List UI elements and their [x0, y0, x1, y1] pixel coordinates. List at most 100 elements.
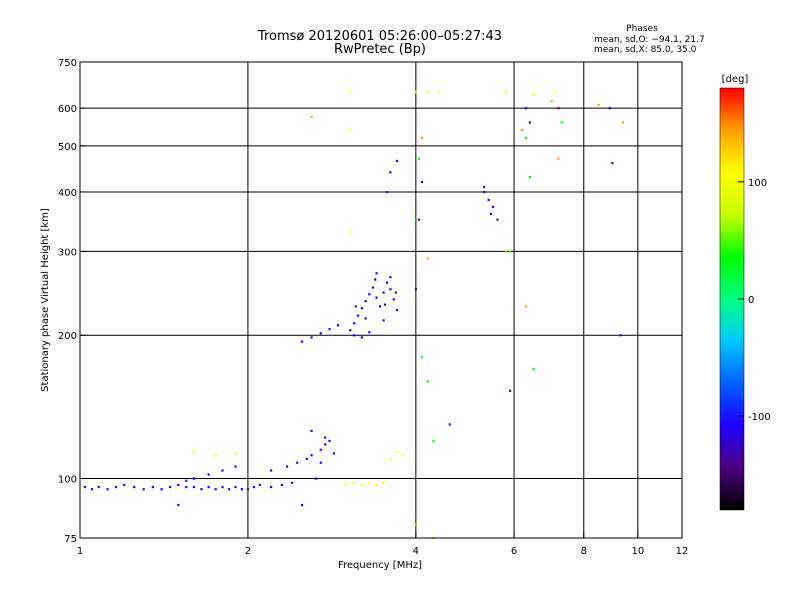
data-point [389, 171, 392, 174]
data-point [315, 477, 318, 480]
data-point [270, 485, 273, 489]
data-point [557, 157, 560, 160]
data-point [364, 317, 367, 320]
data-point [420, 356, 424, 359]
data-point [285, 465, 289, 468]
data-point [177, 483, 180, 487]
data-point [521, 128, 524, 132]
data-point [509, 250, 512, 253]
data-point [246, 488, 250, 491]
x-tick-label: 4 [413, 546, 419, 557]
colorbar-tick-label: 0 [748, 295, 754, 306]
data-point [305, 457, 308, 461]
stats-heading: Phases [626, 24, 658, 34]
data-point [379, 305, 382, 308]
data-point [550, 100, 553, 103]
data-point [97, 485, 100, 489]
data-point [192, 450, 196, 453]
data-point [234, 485, 237, 489]
data-point [371, 286, 375, 289]
data-point [252, 485, 256, 489]
data-point [383, 303, 387, 306]
data-point [389, 457, 392, 461]
data-point [524, 107, 528, 110]
chart-subtitle: RwPretec (Bp) [334, 42, 426, 57]
plot-frame [79, 61, 683, 539]
data-point [291, 481, 294, 484]
data-point [374, 278, 377, 281]
colorbar-ticks: 100 0 -100 [738, 178, 771, 423]
x-tick-label: 8 [581, 546, 587, 557]
data-point [169, 485, 172, 489]
data-point [310, 454, 313, 457]
data-point [394, 291, 397, 294]
data-point [319, 461, 322, 464]
colorbar-label: [deg] [722, 74, 749, 85]
data-point [395, 159, 399, 163]
data-point [414, 90, 418, 93]
data-point [426, 380, 429, 383]
data-point [258, 483, 261, 487]
data-point [385, 281, 389, 284]
data-point [228, 488, 231, 491]
data-point [234, 465, 237, 468]
data-point [221, 485, 224, 489]
x-tick-label: 1 [77, 546, 83, 557]
data-point [597, 103, 600, 106]
data-point [368, 481, 371, 484]
data-point [336, 324, 340, 327]
data-point [319, 448, 322, 451]
y-tick-label: 500 [58, 142, 77, 153]
data-point [389, 276, 392, 279]
data-point [491, 205, 495, 209]
x-tick-label: 6 [511, 546, 517, 557]
data-point [83, 485, 86, 489]
y-tick-label: 200 [58, 331, 77, 342]
data-point [356, 314, 360, 317]
data-point [133, 485, 136, 489]
data-point [487, 198, 490, 202]
data-point [310, 336, 313, 339]
data-point [417, 157, 421, 160]
data-point [611, 162, 614, 165]
data-point [395, 308, 399, 312]
y-tick-label: 75 [64, 534, 77, 545]
data-point [353, 322, 356, 325]
data-point [310, 115, 313, 119]
x-axis-label: Frequency [MHz] [338, 560, 422, 571]
data-points [83, 90, 625, 540]
data-point [528, 175, 531, 179]
data-point [560, 121, 563, 124]
data-point [214, 488, 217, 491]
data-point [192, 485, 196, 489]
data-point [368, 331, 371, 334]
x-tick-label: 10 [631, 546, 644, 557]
data-point [151, 485, 154, 489]
data-point [608, 107, 611, 110]
data-point [382, 481, 385, 484]
data-point [328, 439, 331, 443]
data-point [426, 257, 429, 260]
data-point [420, 180, 424, 184]
data-point [200, 488, 203, 491]
data-point [368, 293, 371, 296]
y-tick-label: 750 [58, 58, 77, 69]
data-point [90, 488, 94, 491]
data-point [375, 483, 378, 487]
y-axis-label: Stationary phase Virtual Height [km] [40, 208, 51, 392]
data-point [389, 288, 392, 291]
data-point [142, 488, 145, 491]
data-point [106, 488, 109, 491]
x-tick-label: 2 [245, 546, 251, 557]
data-point [483, 190, 486, 194]
data-point [353, 334, 356, 337]
data-point [353, 481, 356, 484]
data-point [214, 454, 217, 457]
data-point [349, 128, 352, 132]
data-point [114, 485, 118, 489]
data-point [349, 230, 352, 233]
data-point [324, 443, 327, 446]
data-point [437, 90, 441, 93]
data-point [296, 461, 299, 464]
data-point [270, 469, 273, 472]
